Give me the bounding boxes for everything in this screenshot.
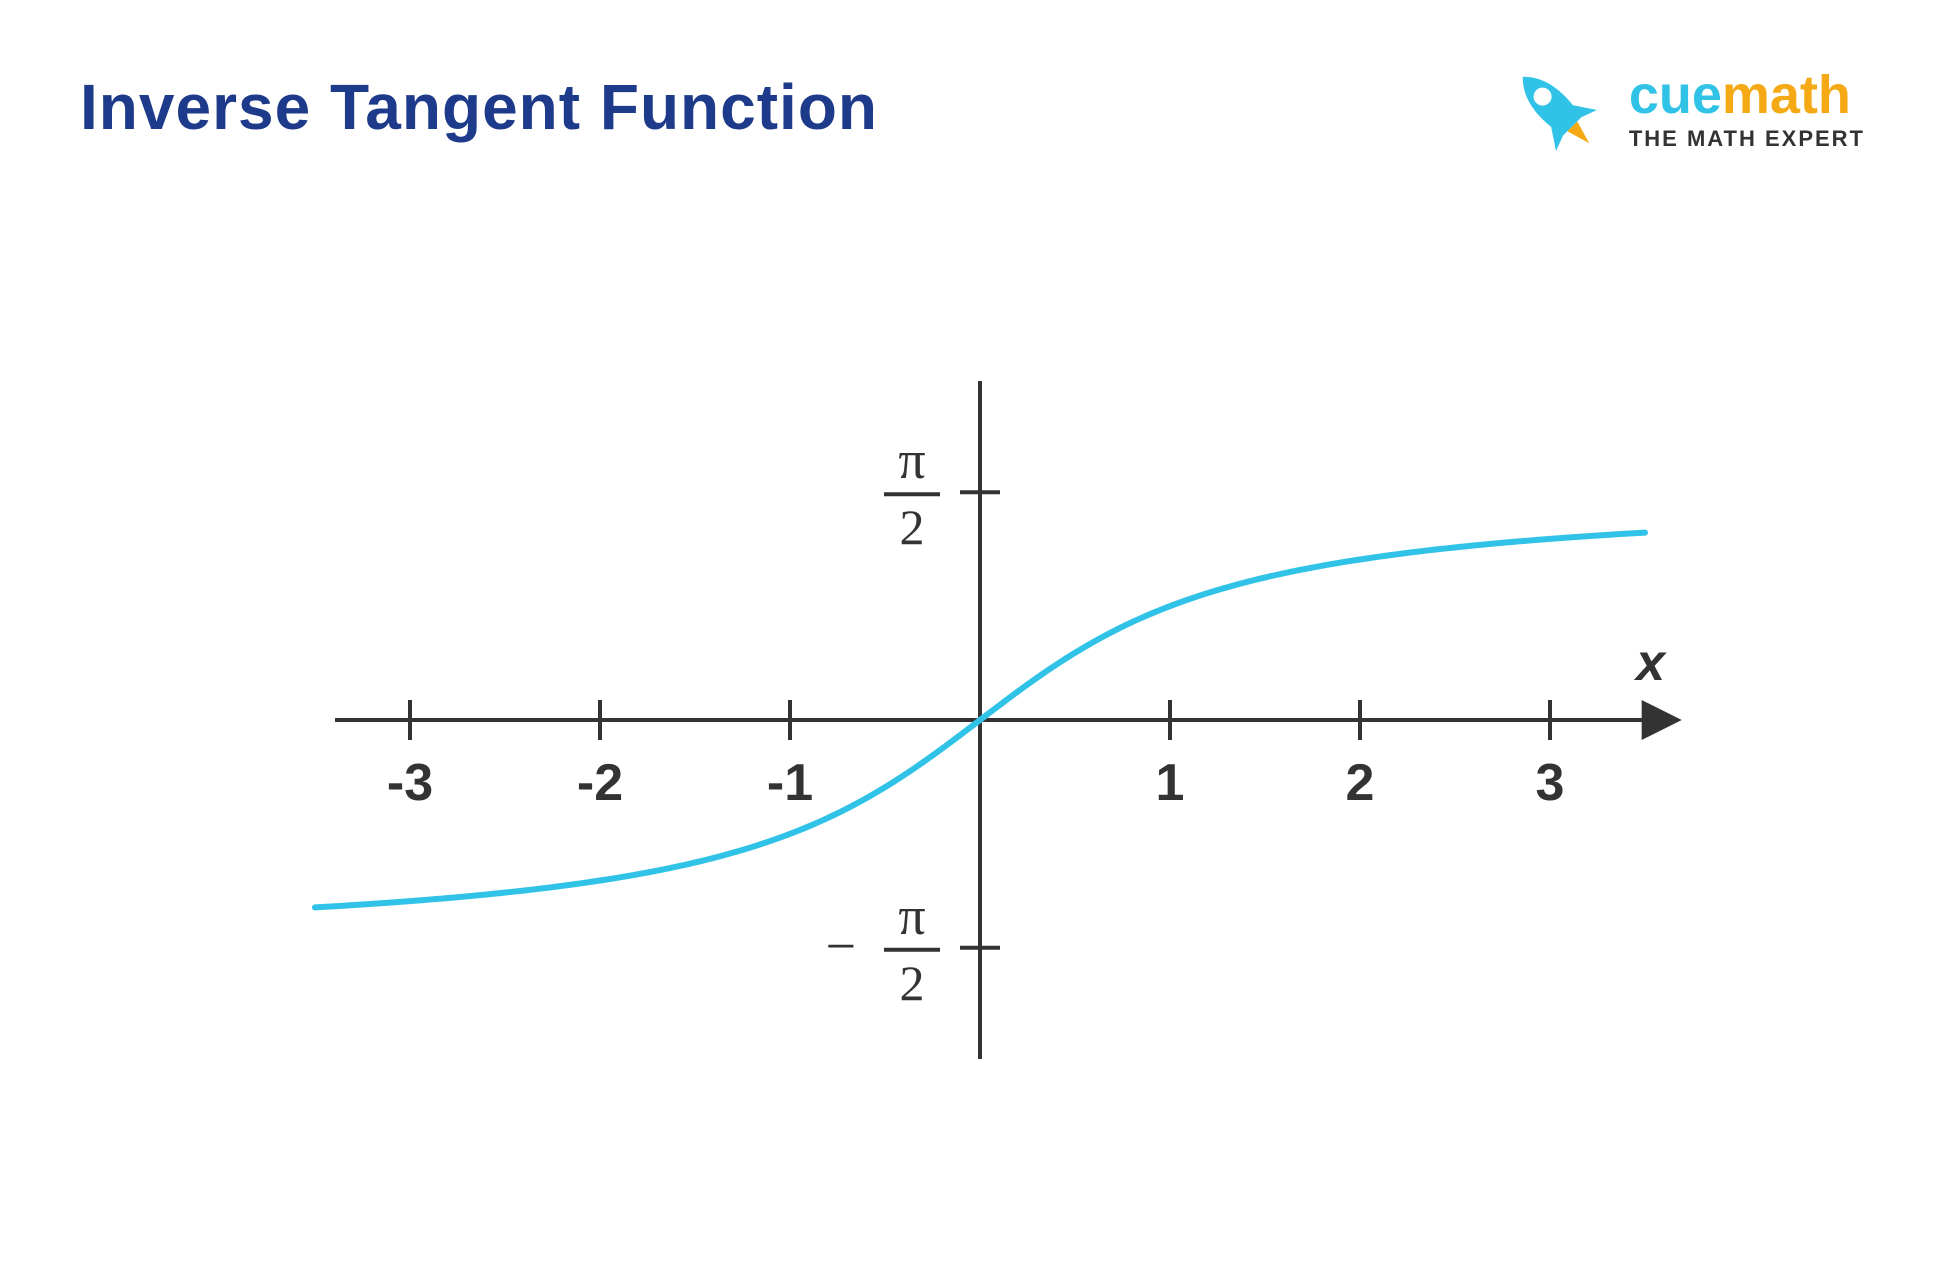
x-tick-label: 1 — [1156, 754, 1185, 812]
brand-name: cuemath — [1629, 68, 1865, 122]
svg-text:−: − — [826, 916, 856, 976]
y-tick-label: −π 2 — [826, 886, 940, 1011]
y-tick-label: π2 — [884, 430, 940, 555]
svg-text:2: 2 — [900, 499, 925, 555]
svg-text:2: 2 — [900, 955, 925, 1011]
x-tick-label: 3 — [1536, 754, 1565, 812]
arctan-chart: -3-2-1123xπ2−π2 — [270, 260, 1690, 1220]
svg-text:π: π — [898, 886, 925, 946]
brand-logo: cuemath THE MATH EXPERT — [1501, 55, 1865, 165]
page-title: Inverse Tangent Function — [80, 70, 878, 144]
rocket-icon — [1501, 55, 1611, 165]
brand-part1: cue — [1629, 65, 1722, 125]
x-tick-label: 2 — [1346, 754, 1375, 812]
x-axis-label: x — [1633, 634, 1667, 692]
x-tick-label: -1 — [767, 754, 813, 812]
brand-tagline: THE MATH EXPERT — [1629, 126, 1865, 152]
brand-part2: math — [1722, 65, 1851, 125]
svg-text:π: π — [898, 430, 925, 490]
chart-svg: -3-2-1123xπ2−π2 — [270, 260, 1690, 1220]
x-tick-label: -3 — [387, 754, 433, 812]
x-tick-label: -2 — [577, 754, 623, 812]
brand-text: cuemath THE MATH EXPERT — [1629, 68, 1865, 152]
